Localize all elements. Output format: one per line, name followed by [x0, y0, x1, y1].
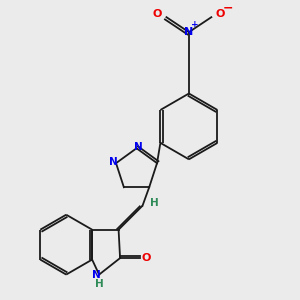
- Text: N: N: [109, 157, 117, 167]
- Text: N: N: [92, 270, 100, 280]
- Text: N: N: [134, 142, 142, 152]
- Text: O: O: [216, 9, 225, 19]
- Text: O: O: [153, 9, 162, 19]
- Text: O: O: [141, 253, 151, 263]
- Text: −: −: [223, 2, 233, 15]
- Text: +: +: [191, 20, 199, 29]
- Text: H: H: [95, 279, 103, 289]
- Text: H: H: [150, 198, 159, 208]
- Text: N: N: [184, 27, 194, 37]
